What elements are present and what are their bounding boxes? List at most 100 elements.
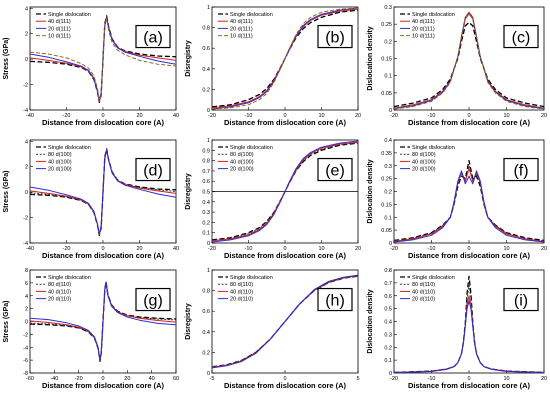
chart-panel-f: -20 -10 0 10 20 0 0.05 0.1 0.15 0.2 0.25 0.3 0.35 0.4… — [367, 138, 547, 260]
y-axis-label: Dislocation density — [367, 289, 374, 353]
y-tick-label: -2 — [23, 83, 28, 89]
y-tick-label: 0.3 — [384, 164, 392, 170]
plot-frame — [393, 6, 545, 111]
panel-label-box — [135, 157, 171, 182]
x-tick-label: -40 — [26, 246, 34, 252]
series-group — [212, 274, 358, 369]
x-tick-label: -20 — [390, 113, 398, 119]
x-tick-label: -10 — [428, 376, 436, 382]
chart-panel-e: -20 -10 0 10 20 0 0.1 0.2 0.3 0.4 0.5 0.6 0.7 0.8 0.9 1… — [185, 138, 361, 260]
y-tick-label: 2 — [25, 307, 28, 313]
x-tick-label: -20 — [390, 246, 398, 252]
x-tick-label: 20 — [541, 113, 547, 119]
y-tick-label: 0 — [25, 57, 28, 63]
panel-label: (i) — [514, 293, 528, 310]
y-axis-label: Dislocation density — [367, 26, 374, 90]
legend-label: 40 d(100) — [412, 159, 436, 165]
legend-label: 40 d(110) — [412, 289, 435, 295]
y-axis-label: Dislocation density — [367, 159, 374, 223]
x-tick-label: 20 — [136, 113, 142, 119]
legend-label: 20 d(100) — [48, 167, 72, 173]
x-tick-label: 0 — [467, 376, 470, 382]
x-tick-label: 20 — [541, 376, 547, 382]
y-tick-label: 0.6 — [384, 294, 392, 300]
y-tick-label: 0 — [207, 108, 210, 114]
y-tick-label: 0.25 — [381, 22, 392, 28]
x-axis-label: Distance from dislocation core (A) — [224, 381, 347, 390]
series-group — [212, 7, 358, 110]
legend-label: 20 d(111) — [230, 26, 253, 32]
y-tick-label: -4 — [23, 241, 28, 247]
y-tick-label: 0.05 — [381, 91, 392, 97]
legend-label: 40 d(111) — [412, 19, 435, 25]
y-tick-label: 0.5 — [384, 307, 392, 313]
y-tick-label: 1 — [207, 268, 210, 274]
legend-label: Single dislocation — [230, 12, 273, 18]
legend-label: 20 d(111) — [412, 26, 435, 32]
panel-label: (c) — [512, 30, 531, 47]
series-group — [394, 11, 544, 110]
y-tick-label: 0 — [25, 190, 28, 196]
x-tick-label: 20 — [124, 376, 130, 382]
legend-label: Single dislocation — [412, 145, 455, 151]
panel-label-box — [317, 157, 353, 182]
x-tick-label: -10 — [245, 246, 253, 252]
series-group — [394, 275, 544, 373]
x-tick-label: -40 — [26, 113, 34, 119]
legend-label: 20 d(111) — [48, 26, 71, 32]
legend-label: 80 d(110) — [230, 282, 253, 288]
y-tick-label: 0.2 — [384, 345, 392, 351]
y-tick-label: 0.7 — [384, 281, 392, 287]
legend-label: 80 d(110) — [412, 282, 435, 288]
x-axis-label: Distance from dislocation core (A) — [42, 118, 165, 127]
legend-label: 20 d(110) — [230, 297, 253, 303]
series-line — [394, 13, 544, 109]
x-tick-label: 40 — [149, 376, 155, 382]
x-tick-label: 60 — [173, 376, 179, 382]
y-tick-label: 4 — [25, 294, 28, 300]
y-tick-label: 0.8 — [202, 26, 210, 32]
x-tick-label: 0 — [101, 113, 104, 119]
x-tick-label: -10 — [428, 113, 436, 119]
x-axis-label: Distance from dislocation core (A) — [408, 381, 531, 390]
y-tick-label: 0 — [207, 241, 210, 247]
x-tick-label: 20 — [355, 246, 361, 252]
x-tick-label: 20 — [541, 246, 547, 252]
panel-label: (f) — [513, 163, 528, 180]
x-axis-label: Distance from dislocation core (A) — [408, 118, 531, 127]
y-tick-label: 0 — [389, 108, 392, 114]
x-axis-label: Distance from dislocation core (A) — [408, 251, 531, 260]
y-tick-label: 0.15 — [381, 57, 392, 63]
panel-label-box — [317, 287, 353, 312]
panel-label-box — [503, 157, 539, 182]
y-tick-label: 0 — [389, 371, 392, 377]
y-tick-label: 0.4 — [202, 67, 210, 73]
panel-label-box — [135, 24, 171, 49]
legend-label: Single dislocation — [48, 275, 91, 281]
x-tick-label: -5 — [210, 376, 215, 382]
legend-label: Single dislocation — [412, 275, 455, 281]
y-tick-label: 8 — [25, 268, 28, 274]
legend-label: 40 d(110) — [230, 289, 253, 295]
y-tick-label: 0 — [25, 320, 28, 326]
legend-label: 20 d(100) — [230, 167, 254, 173]
y-tick-label: 0.4 — [202, 200, 210, 206]
y-tick-label: 0.15 — [381, 202, 392, 208]
y-tick-label: 1 — [207, 138, 210, 144]
y-tick-label: 6 — [25, 281, 28, 287]
y-axis-label: Disregistry — [185, 303, 192, 340]
legend-label: 80 d(100) — [412, 152, 436, 158]
legend-label: Single dislocation — [48, 145, 91, 151]
x-tick-label: 10 — [503, 113, 509, 119]
y-tick-label: 0.3 — [384, 5, 392, 11]
series-line — [394, 300, 544, 373]
panel-label: (g) — [143, 293, 163, 310]
panel-label-box — [135, 287, 171, 312]
x-tick-label: 10 — [503, 246, 509, 252]
x-tick-label: 0 — [101, 246, 104, 252]
panel-label-box — [503, 287, 539, 312]
y-axis-label: Disregistry — [185, 40, 192, 77]
